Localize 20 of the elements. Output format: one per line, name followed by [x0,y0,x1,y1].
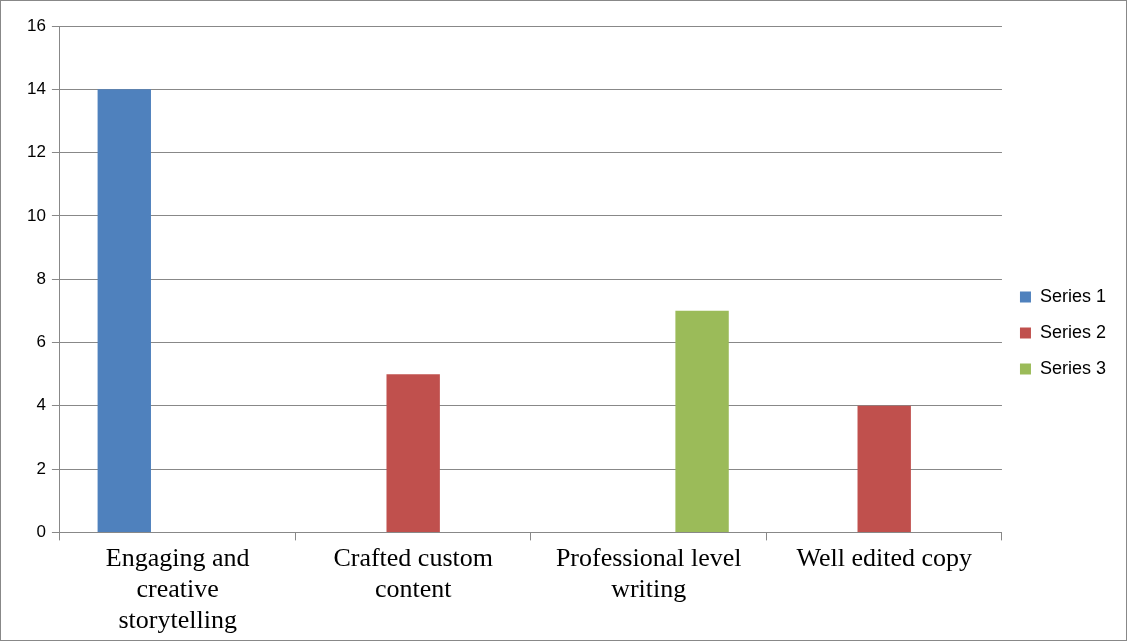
x-tick-label: Well edited copy [796,542,972,572]
y-tick-label: 4 [36,395,46,415]
bar [97,89,151,532]
y-tick-label: 10 [26,205,46,225]
bar [386,374,440,532]
legend-label: Series 2 [1039,321,1107,342]
legend-label: Series 3 [1039,357,1107,378]
legend-label: Series 1 [1039,285,1107,306]
x-tick-label: Engaging and creative storytelling [105,542,250,635]
bar [857,405,911,532]
y-tick-label: 6 [36,332,46,352]
y-tick-label: 0 [36,522,46,542]
bar [675,310,729,532]
x-tick-label: Crafted custom content [333,542,493,604]
y-tick-label: 12 [26,142,46,162]
y-tick-label: 8 [36,268,46,288]
x-tick-label: Professional level writing [555,542,742,604]
y-tick-label: 2 [36,458,46,478]
y-tick-label: 14 [26,78,46,98]
y-tick-label: 16 [26,15,46,35]
